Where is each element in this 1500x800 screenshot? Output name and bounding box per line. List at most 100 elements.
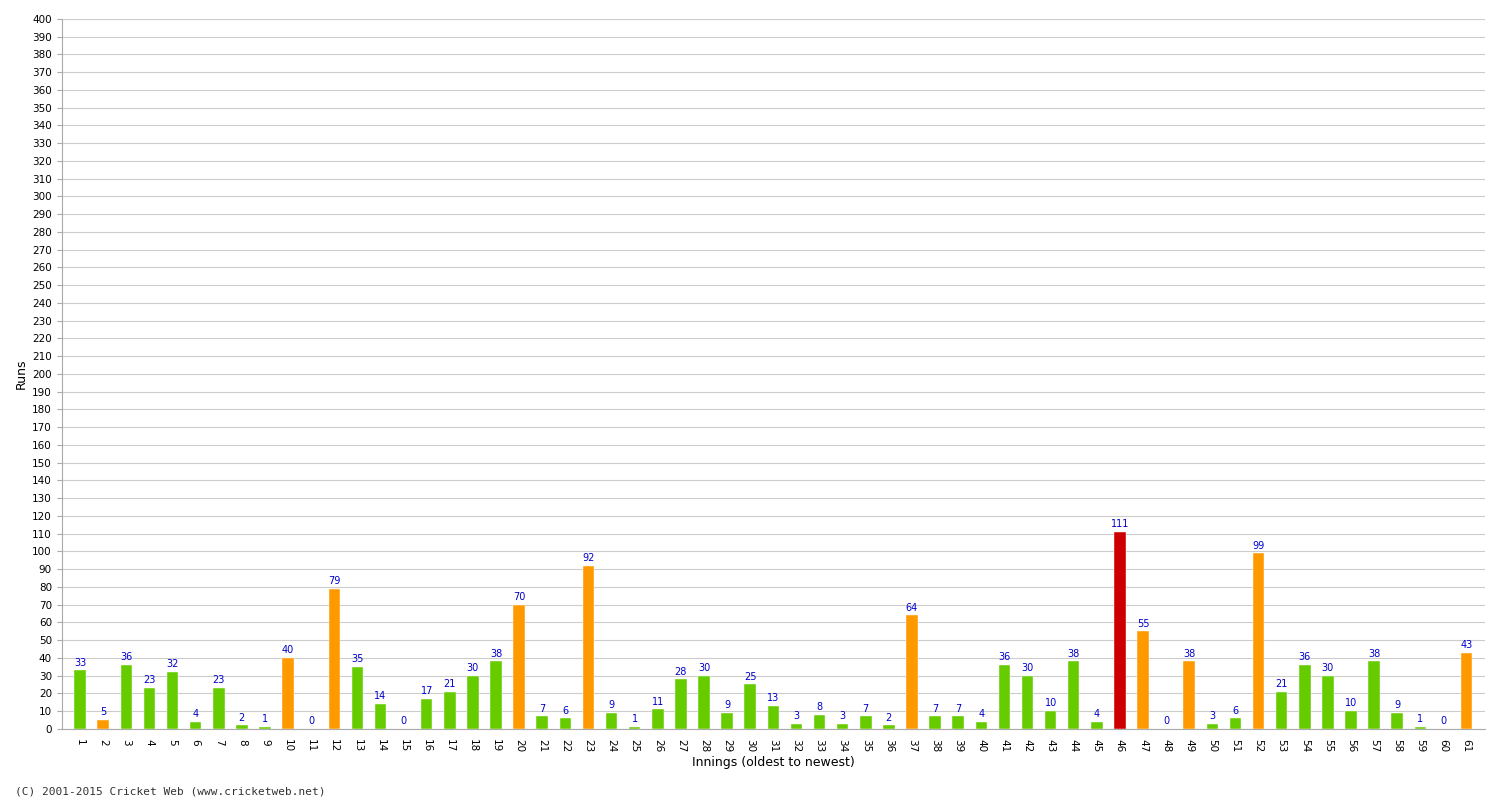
- Text: 30: 30: [466, 663, 478, 673]
- Bar: [282, 658, 294, 729]
- Text: 1: 1: [262, 714, 268, 725]
- Text: 7: 7: [538, 704, 546, 714]
- Bar: [628, 727, 640, 729]
- Text: 30: 30: [698, 663, 709, 673]
- Bar: [490, 662, 502, 729]
- Text: 99: 99: [1252, 541, 1264, 550]
- Text: 17: 17: [420, 686, 434, 696]
- Text: 9: 9: [1394, 700, 1401, 710]
- Bar: [375, 704, 387, 729]
- Bar: [466, 676, 478, 729]
- Text: 92: 92: [582, 553, 594, 563]
- Bar: [1230, 718, 1240, 729]
- Bar: [1368, 662, 1380, 729]
- Text: 23: 23: [144, 675, 156, 686]
- Text: 7: 7: [932, 704, 938, 714]
- Text: 40: 40: [282, 646, 294, 655]
- Text: 70: 70: [513, 592, 525, 602]
- Text: 1: 1: [632, 714, 638, 725]
- Text: 14: 14: [375, 691, 387, 702]
- Bar: [698, 676, 709, 729]
- Bar: [351, 666, 363, 729]
- Bar: [790, 723, 802, 729]
- Bar: [999, 665, 1010, 729]
- Text: 30: 30: [1322, 663, 1334, 673]
- X-axis label: Innings (oldest to newest): Innings (oldest to newest): [692, 756, 855, 769]
- Bar: [1184, 662, 1196, 729]
- Text: 38: 38: [1068, 649, 1080, 658]
- Bar: [606, 713, 618, 729]
- Text: 3: 3: [794, 711, 800, 721]
- Y-axis label: Runs: Runs: [15, 358, 28, 389]
- Bar: [560, 718, 572, 729]
- Bar: [859, 717, 871, 729]
- Bar: [144, 688, 154, 729]
- Text: 2: 2: [238, 713, 244, 722]
- Bar: [513, 605, 525, 729]
- Bar: [582, 566, 594, 729]
- Bar: [1090, 722, 1102, 729]
- Bar: [952, 717, 964, 729]
- Text: 3: 3: [1209, 711, 1215, 721]
- Bar: [815, 714, 825, 729]
- Bar: [1276, 691, 1287, 729]
- Text: 11: 11: [651, 697, 664, 706]
- Bar: [1299, 665, 1311, 729]
- Text: 7: 7: [956, 704, 962, 714]
- Bar: [675, 679, 687, 729]
- Text: 0: 0: [308, 716, 315, 726]
- Bar: [652, 710, 663, 729]
- Bar: [1022, 676, 1034, 729]
- Text: 8: 8: [816, 702, 822, 712]
- Bar: [1137, 631, 1149, 729]
- Text: 9: 9: [609, 700, 615, 710]
- Text: 32: 32: [166, 659, 178, 670]
- Text: 30: 30: [1022, 663, 1034, 673]
- Text: 13: 13: [766, 693, 780, 703]
- Bar: [328, 589, 340, 729]
- Bar: [1068, 662, 1080, 729]
- Bar: [906, 615, 918, 729]
- Bar: [768, 706, 778, 729]
- Text: 1: 1: [1418, 714, 1424, 725]
- Bar: [166, 672, 178, 729]
- Text: 6: 6: [562, 706, 568, 715]
- Bar: [1414, 727, 1426, 729]
- Bar: [1206, 723, 1218, 729]
- Text: 111: 111: [1110, 519, 1130, 530]
- Text: 4: 4: [1094, 709, 1100, 719]
- Text: 36: 36: [1299, 652, 1311, 662]
- Text: 36: 36: [999, 652, 1011, 662]
- Text: 4: 4: [192, 709, 198, 719]
- Text: 5: 5: [100, 707, 106, 718]
- Bar: [236, 726, 248, 729]
- Text: 0: 0: [400, 716, 406, 726]
- Bar: [1322, 676, 1334, 729]
- Text: 36: 36: [120, 652, 132, 662]
- Bar: [744, 685, 756, 729]
- Text: 28: 28: [675, 666, 687, 677]
- Text: 0: 0: [1440, 716, 1446, 726]
- Bar: [120, 665, 132, 729]
- Bar: [213, 688, 225, 729]
- Text: 35: 35: [351, 654, 363, 664]
- Text: 2: 2: [885, 713, 892, 722]
- Bar: [722, 713, 734, 729]
- Text: 4: 4: [978, 709, 984, 719]
- Text: 33: 33: [74, 658, 86, 668]
- Bar: [422, 698, 432, 729]
- Text: 25: 25: [744, 672, 756, 682]
- Bar: [837, 723, 849, 729]
- Bar: [1461, 653, 1473, 729]
- Text: 64: 64: [906, 602, 918, 613]
- Bar: [1114, 532, 1125, 729]
- Bar: [444, 691, 456, 729]
- Text: 9: 9: [724, 700, 730, 710]
- Text: 43: 43: [1461, 640, 1473, 650]
- Text: 38: 38: [1184, 649, 1196, 658]
- Bar: [98, 720, 109, 729]
- Bar: [1252, 553, 1264, 729]
- Bar: [975, 722, 987, 729]
- Text: 0: 0: [1162, 716, 1168, 726]
- Text: 79: 79: [328, 576, 340, 586]
